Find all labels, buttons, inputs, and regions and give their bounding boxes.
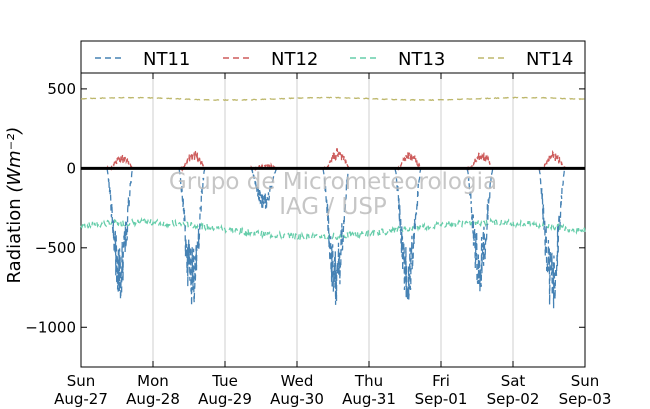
legend-frame bbox=[80, 40, 586, 74]
y-tick-label: 0 bbox=[66, 159, 76, 177]
x-axis: SunAug-27MonAug-28TueAug-29WedAug-30ThuA… bbox=[54, 73, 611, 408]
x-tick-label-date: Aug-30 bbox=[270, 390, 324, 408]
x-tick-label-date: Aug-28 bbox=[126, 390, 180, 408]
y-axis-label-unit: (Wm⁻²) bbox=[4, 127, 25, 193]
watermark-line-2: IAG / USP bbox=[279, 194, 387, 220]
x-tick-label-date: Sep-02 bbox=[487, 390, 540, 408]
y-axis: 500 0 −500 −1000 bbox=[25, 80, 585, 336]
series-nt11-day-5 bbox=[394, 168, 422, 300]
series-nt11-day-7 bbox=[538, 168, 566, 309]
x-tick-label-day: Mon bbox=[137, 372, 169, 390]
series-nt11-day-1 bbox=[106, 168, 134, 300]
y-axis-label: Radiation (Wm⁻²) bbox=[4, 127, 25, 284]
legend-label-nt12: NT12 bbox=[271, 49, 318, 70]
x-tick-label-day: Sun bbox=[67, 372, 96, 390]
x-tick-label-day: Wed bbox=[281, 372, 314, 390]
series-nt11-day-3 bbox=[250, 167, 278, 209]
series-nt11-day-6 bbox=[466, 168, 494, 292]
x-tick-label-date: Aug-31 bbox=[342, 390, 396, 408]
x-tick-label-date: Aug-29 bbox=[198, 390, 252, 408]
x-tick-label-day: Thu bbox=[354, 372, 383, 390]
legend-label-nt11: NT11 bbox=[143, 49, 190, 70]
x-tick-label-day: Tue bbox=[211, 372, 238, 390]
x-tick-label-day: Fri bbox=[432, 372, 450, 390]
x-tick-label-date: Aug-27 bbox=[54, 390, 108, 408]
y-axis-label-text: Radiation bbox=[4, 198, 25, 283]
x-tick-label-date: Sep-01 bbox=[415, 390, 468, 408]
series-nt11-day-4 bbox=[322, 168, 350, 305]
series-nt12-day-4 bbox=[322, 148, 350, 171]
legend-label-nt14: NT14 bbox=[526, 49, 573, 70]
series-nt11-day-2 bbox=[178, 168, 206, 306]
watermark-line-1: Grupo de Micrometeorologia bbox=[169, 169, 497, 195]
series-nt13-line bbox=[80, 217, 586, 243]
x-tick-label-day: Sat bbox=[501, 372, 526, 390]
series-nt12-day-2 bbox=[178, 150, 206, 172]
legend: NT11 NT12 NT13 NT14 bbox=[80, 40, 586, 74]
series-nt14-line bbox=[80, 96, 586, 102]
grid bbox=[152, 73, 514, 367]
y-tick-label: −500 bbox=[35, 239, 76, 257]
legend-label-nt13: NT13 bbox=[398, 49, 445, 70]
x-tick-label-date: Sep-03 bbox=[559, 390, 612, 408]
y-tick-label: −1000 bbox=[25, 318, 76, 336]
series-nt12-day-5 bbox=[394, 151, 422, 171]
x-tick-label-day: Sun bbox=[571, 372, 600, 390]
y-tick-label: 500 bbox=[47, 80, 76, 98]
